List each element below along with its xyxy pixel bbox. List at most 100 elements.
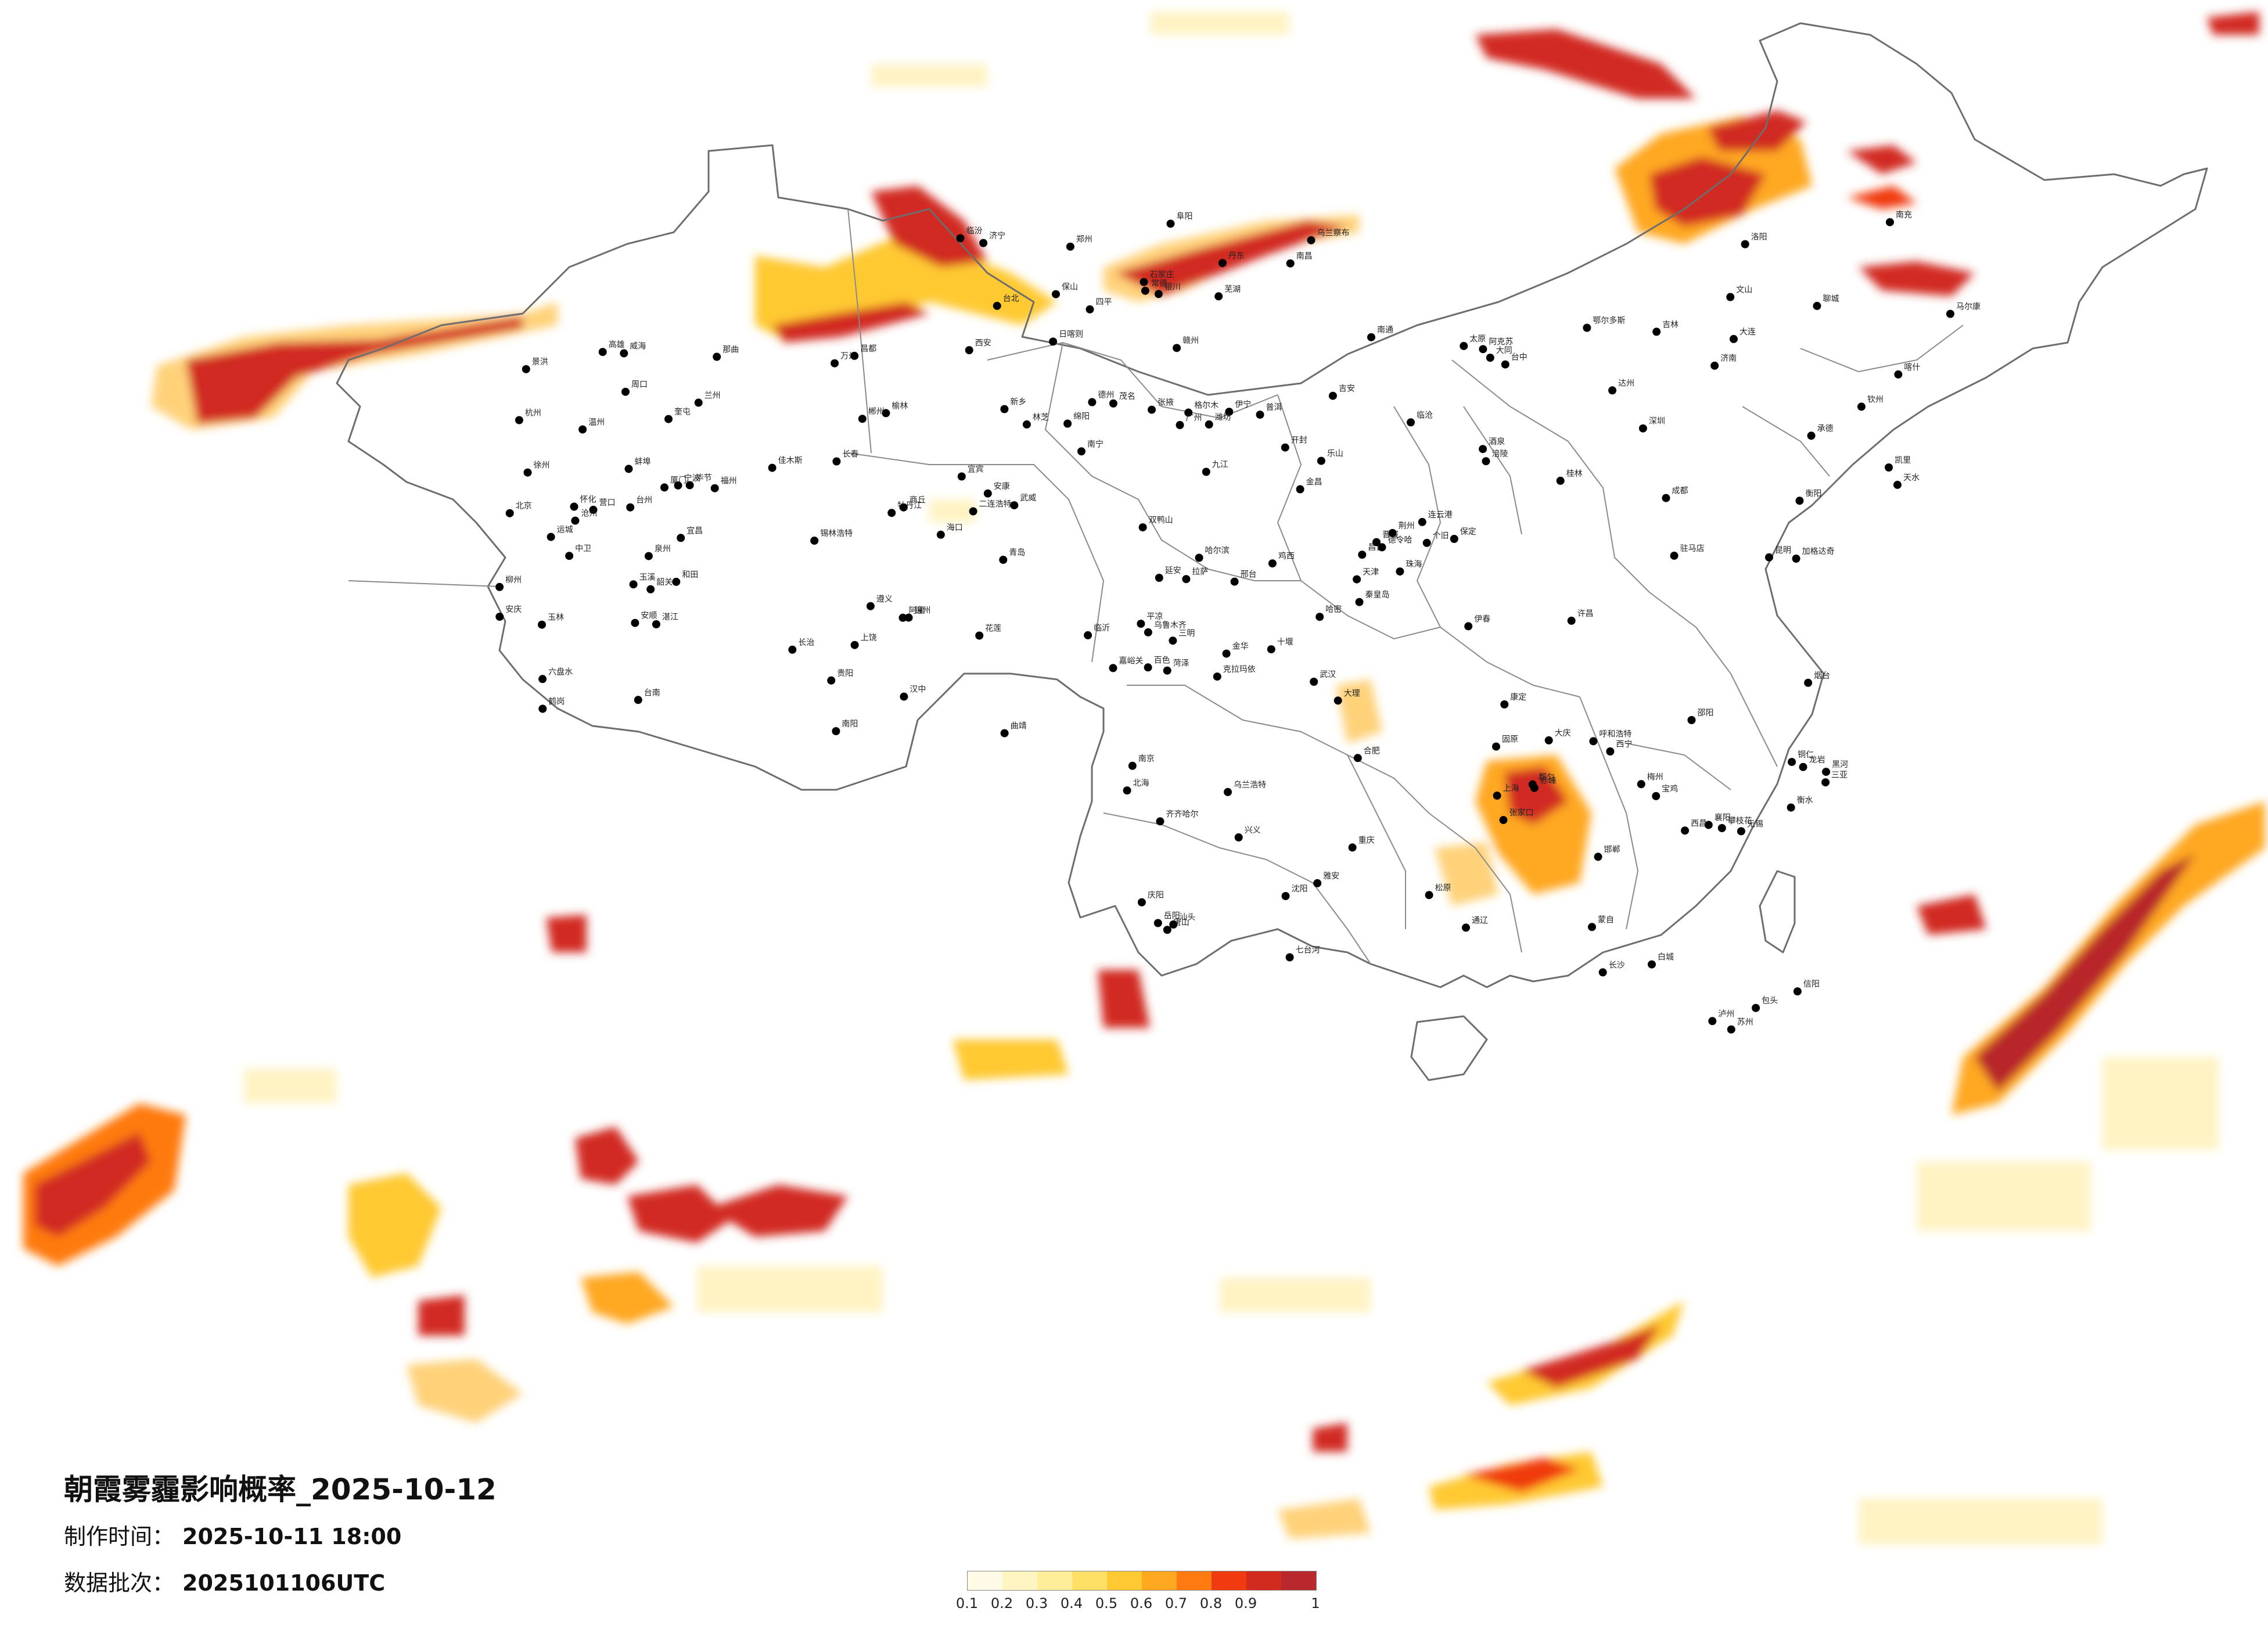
city-dot bbox=[1063, 419, 1072, 428]
city-label: 马尔康 bbox=[1956, 302, 1981, 312]
city-dot bbox=[1804, 678, 1813, 687]
city-dot bbox=[1286, 259, 1295, 268]
city-label: 遵义 bbox=[876, 594, 893, 604]
city-dot bbox=[1313, 879, 1322, 887]
data-batch-label: 数据批次： bbox=[64, 1570, 175, 1596]
city-dot bbox=[1256, 411, 1264, 419]
city-label: 克拉玛依 bbox=[1223, 665, 1256, 674]
city-dot bbox=[899, 503, 908, 512]
city-dot bbox=[1787, 803, 1795, 812]
city-label: 荆州 bbox=[1399, 521, 1415, 531]
city-label: 福州 bbox=[721, 477, 737, 486]
city-label: 个旧 bbox=[1433, 531, 1449, 541]
city-dot bbox=[858, 415, 867, 423]
city-label: 邵阳 bbox=[1698, 708, 1714, 718]
city-label: 衡水 bbox=[1797, 796, 1813, 805]
city-dot bbox=[1182, 575, 1191, 584]
city-dot bbox=[1163, 666, 1171, 675]
legend-tick-label: 0.7 bbox=[1164, 1595, 1188, 1611]
city-label: 赤峰 bbox=[1540, 776, 1557, 786]
city-label: 金华 bbox=[1232, 642, 1249, 652]
city-label: 深圳 bbox=[1649, 417, 1665, 426]
city-label: 上饶 bbox=[861, 634, 877, 643]
legend-swatch bbox=[1107, 1571, 1142, 1590]
city-dot bbox=[626, 503, 635, 512]
city-label: 无锡 bbox=[1747, 819, 1763, 829]
city-label: 景洪 bbox=[532, 358, 548, 367]
city-label: 常德 bbox=[1151, 279, 1167, 289]
city-dot bbox=[646, 585, 655, 593]
city-label: 运城 bbox=[557, 526, 573, 535]
city-dot bbox=[1492, 742, 1500, 751]
city-label: 达州 bbox=[1618, 379, 1634, 388]
city-dot bbox=[1589, 737, 1598, 746]
city-label: 泸州 bbox=[1718, 1009, 1734, 1019]
city-label: 大庆 bbox=[1555, 729, 1571, 738]
city-dot bbox=[1022, 420, 1031, 429]
city-dot bbox=[1726, 293, 1735, 301]
city-dot bbox=[1010, 501, 1019, 510]
city-dot bbox=[1857, 402, 1866, 411]
city-dot bbox=[898, 613, 907, 622]
city-dot bbox=[1169, 920, 1178, 929]
city-dot bbox=[1799, 762, 1807, 771]
city-label: 郑州 bbox=[1076, 235, 1092, 244]
city-label: 洛阳 bbox=[1751, 233, 1767, 242]
city-dot bbox=[1166, 220, 1175, 228]
city-dot bbox=[1662, 494, 1670, 502]
city-dot bbox=[565, 552, 574, 560]
legend-swatch bbox=[1142, 1571, 1177, 1590]
city-dot bbox=[1224, 787, 1232, 796]
china-outline bbox=[336, 22, 2208, 1081]
city-dot bbox=[523, 468, 532, 477]
city-label: 石家庄 bbox=[1150, 270, 1174, 280]
city-dot bbox=[1137, 898, 1146, 906]
city-label: 临汾 bbox=[966, 226, 983, 236]
city-dot bbox=[866, 602, 875, 610]
city-label: 太原 bbox=[1469, 334, 1486, 344]
city-dot bbox=[634, 696, 642, 704]
city-label: 南昌 bbox=[1296, 252, 1313, 261]
city-label: 大连 bbox=[1739, 328, 1756, 337]
city-dot bbox=[1594, 852, 1602, 861]
city-dot bbox=[1086, 305, 1094, 314]
city-label: 普洱 bbox=[1266, 403, 1282, 412]
city-label: 四平 bbox=[1096, 298, 1112, 307]
city-label: 西昌 bbox=[1691, 819, 1707, 828]
color-legend: 0.1 0.2 0.3 0.4 0.5 0.6 0.7 0.8 0.9 1 bbox=[956, 1571, 1320, 1614]
city-label: 安康 bbox=[994, 481, 1010, 491]
city-dot bbox=[694, 398, 703, 407]
city-dot bbox=[1752, 1003, 1760, 1012]
city-label: 和田 bbox=[682, 570, 698, 580]
city-dot bbox=[1315, 613, 1324, 621]
city-label: 台南 bbox=[644, 688, 660, 697]
city-label: 乌鲁木齐 bbox=[1154, 621, 1187, 630]
city-dot bbox=[1717, 824, 1726, 832]
legend-swatch bbox=[968, 1571, 1002, 1590]
city-dot bbox=[710, 484, 719, 492]
city-label: 驻马店 bbox=[1680, 544, 1705, 553]
city-label: 襄阳 bbox=[1715, 814, 1731, 823]
city-dot bbox=[1765, 553, 1773, 562]
city-label: 榆林 bbox=[892, 401, 908, 411]
legend-swatch bbox=[1002, 1571, 1037, 1590]
city-dot bbox=[1792, 555, 1800, 563]
city-dot bbox=[1128, 761, 1137, 770]
city-dot bbox=[1281, 443, 1289, 452]
legend-tick-label: 0.4 bbox=[1060, 1595, 1083, 1611]
city-label: 上海 bbox=[1503, 784, 1519, 793]
city-dot bbox=[1285, 953, 1294, 962]
city-dot bbox=[1807, 431, 1816, 440]
city-dot bbox=[1741, 240, 1749, 249]
city-label: 丹东 bbox=[1228, 251, 1245, 261]
city-dot bbox=[1670, 551, 1678, 560]
city-label: 九江 bbox=[1212, 461, 1228, 470]
city-dot bbox=[1367, 333, 1375, 341]
city-dot bbox=[1886, 218, 1894, 226]
city-dot bbox=[983, 489, 992, 498]
city-label: 齐齐哈尔 bbox=[1166, 810, 1199, 819]
city-label: 乌兰浩特 bbox=[1234, 780, 1266, 790]
city-dot bbox=[1328, 391, 1337, 400]
city-label: 天水 bbox=[1903, 473, 1920, 483]
city-dot bbox=[1144, 628, 1152, 636]
